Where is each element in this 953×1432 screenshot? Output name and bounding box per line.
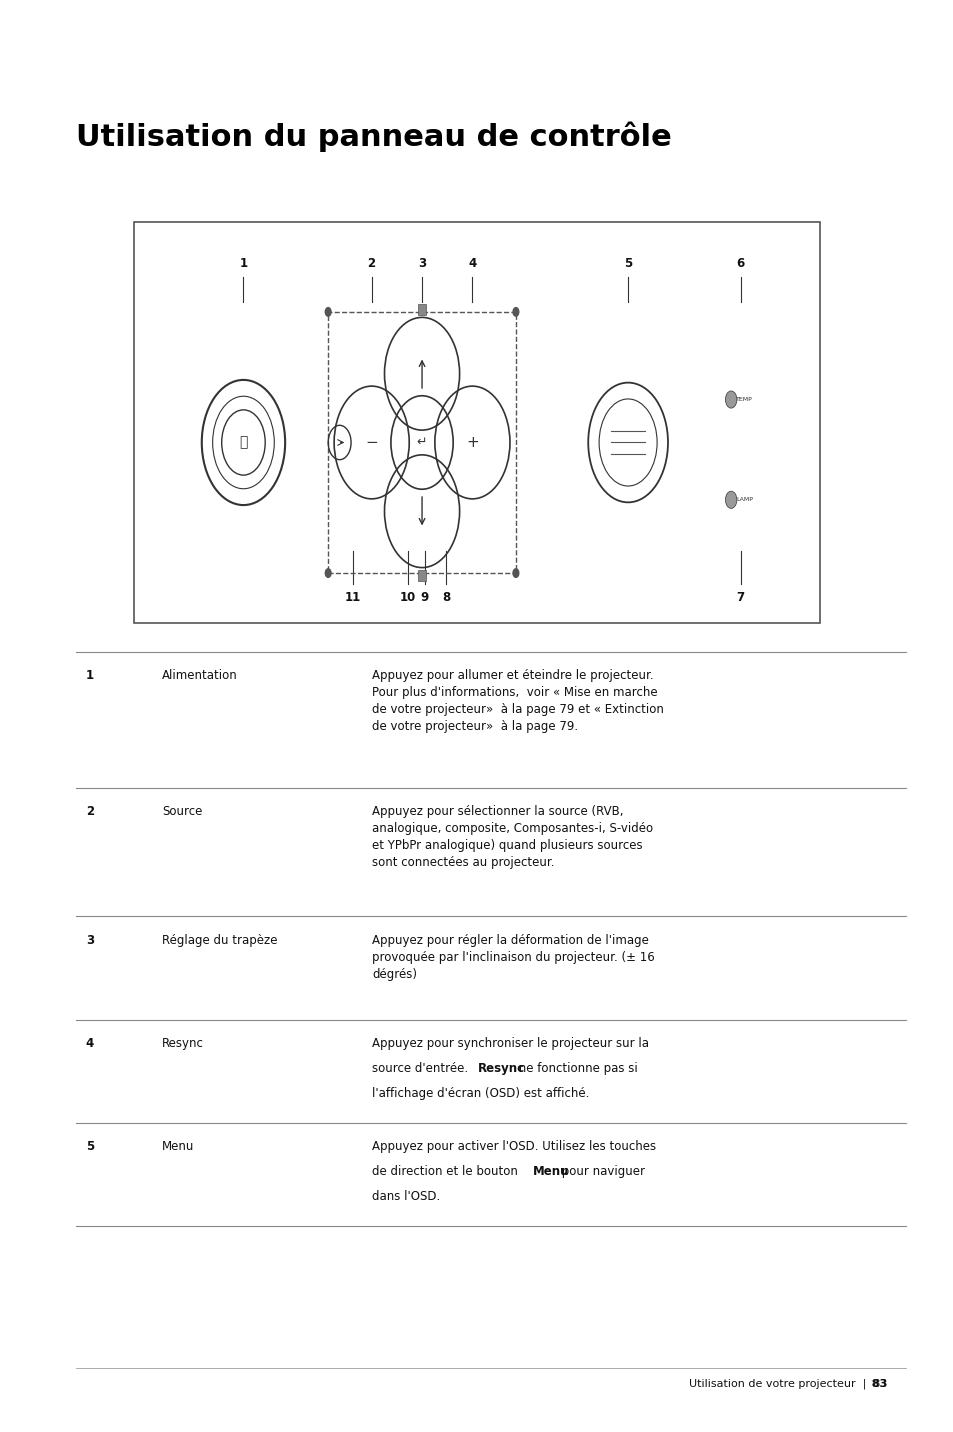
Text: −: − [365,435,377,450]
Text: ne fonctionne pas si: ne fonctionne pas si [515,1063,637,1075]
Text: 4: 4 [86,1037,94,1050]
Bar [417,304,425,315]
Text: 9: 9 [420,591,429,604]
Circle shape [724,391,736,408]
Text: Source: Source [162,805,202,818]
Text: de direction et le bouton: de direction et le bouton [372,1166,521,1179]
Text: 2: 2 [86,805,94,818]
Text: Resync: Resync [162,1037,204,1050]
Text: dans l'OSD.: dans l'OSD. [372,1190,440,1203]
Circle shape [513,308,518,316]
Text: Appuyez pour sélectionner la source (RVB,
analogique, composite, Composantes-i, : Appuyez pour sélectionner la source (RVB… [372,805,653,869]
Text: Utilisation du panneau de contrôle: Utilisation du panneau de contrôle [76,122,671,152]
Text: 3: 3 [86,934,94,947]
Text: Menu: Menu [533,1166,569,1179]
Text: 11: 11 [344,591,360,604]
Circle shape [325,569,331,577]
Text: Utilisation de votre projecteur  |  83: Utilisation de votre projecteur | 83 [688,1379,886,1389]
Circle shape [513,569,518,577]
Text: 8: 8 [441,591,450,604]
Text: LAMP: LAMP [735,497,752,503]
Text: 7: 7 [736,591,744,604]
Text: Appuyez pour régler la déformation de l'image
provoquée par l'inclinaison du pro: Appuyez pour régler la déformation de l'… [372,934,654,981]
Bar [328,312,516,573]
Text: Appuyez pour allumer et éteindre le projecteur.
Pour plus d'informations,  voir : Appuyez pour allumer et éteindre le proj… [372,669,663,733]
Bar [417,570,425,581]
Text: pour naviguer: pour naviguer [558,1166,644,1179]
Text: 2: 2 [367,258,375,271]
Text: 6: 6 [736,258,744,271]
Text: Menu: Menu [162,1140,194,1153]
Text: 5: 5 [86,1140,94,1153]
Circle shape [724,491,736,508]
Text: Appuyez pour activer l'OSD. Utilisez les touches: Appuyez pour activer l'OSD. Utilisez les… [372,1140,656,1153]
Text: l'affichage d'écran (OSD) est affiché.: l'affichage d'écran (OSD) est affiché. [372,1087,589,1100]
Text: source d'entrée.: source d'entrée. [372,1063,472,1075]
Text: TEMP: TEMP [735,397,752,402]
Text: 1: 1 [239,258,247,271]
Text: 83: 83 [863,1379,886,1389]
Text: Resync: Resync [477,1063,524,1075]
Circle shape [325,308,331,316]
Text: 4: 4 [468,258,476,271]
Text: +: + [466,435,478,450]
Text: ↵: ↵ [416,435,427,450]
Text: ⏻: ⏻ [239,435,248,450]
Text: 5: 5 [623,258,632,271]
Text: Alimentation: Alimentation [162,669,237,682]
Text: Appuyez pour synchroniser le projecteur sur la: Appuyez pour synchroniser le projecteur … [372,1037,648,1050]
Text: Réglage du trapèze: Réglage du trapèze [162,934,277,947]
Text: 1: 1 [86,669,94,682]
FancyBboxPatch shape [133,222,820,623]
Text: 10: 10 [399,591,416,604]
Text: 3: 3 [417,258,426,271]
